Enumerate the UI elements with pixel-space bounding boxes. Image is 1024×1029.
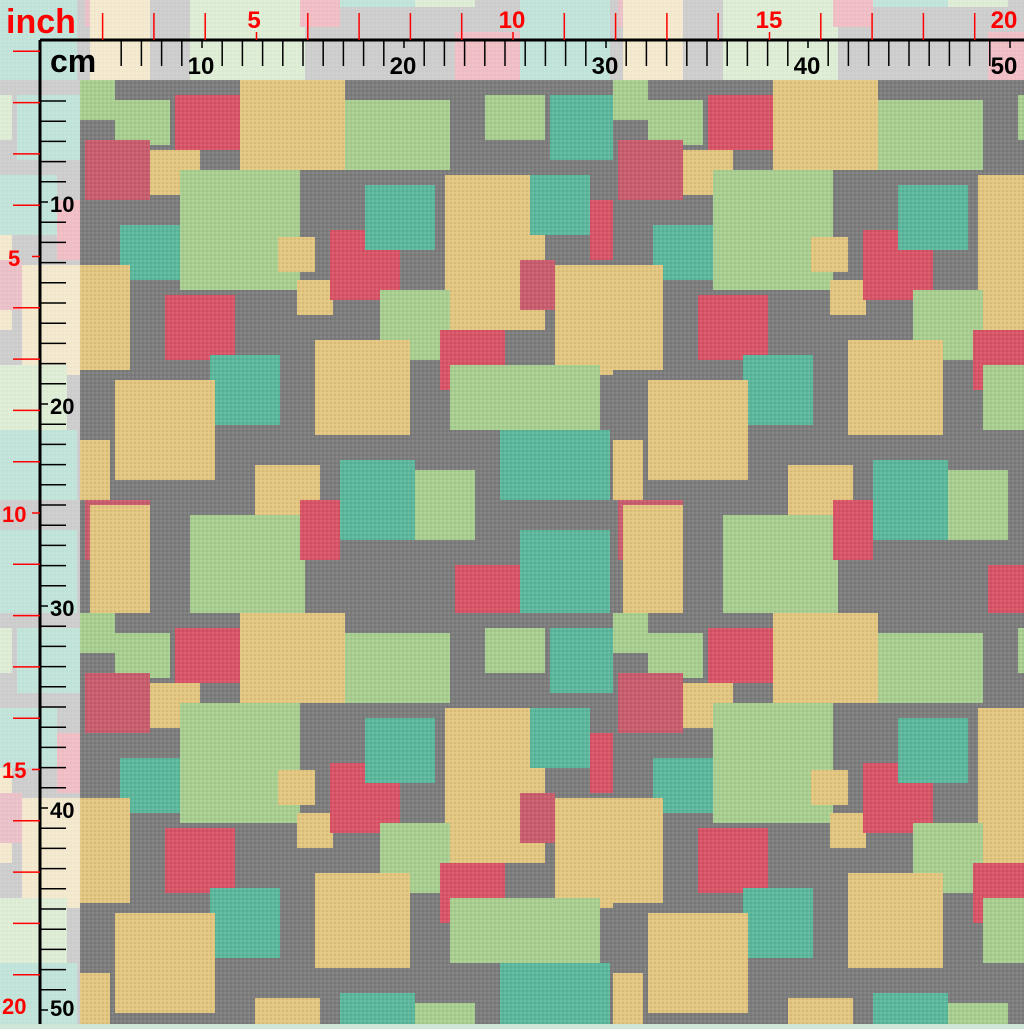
left-cm-label-50: 50 (50, 996, 74, 1021)
top-inch-label-15: 15 (756, 7, 783, 34)
left-inch-label-15: 15 (2, 758, 26, 783)
top-inch-label-10: 10 (499, 7, 526, 34)
left-inch-label-5: 5 (8, 246, 20, 271)
top-cm-label-40: 40 (794, 53, 821, 80)
top-inch-label-5: 5 (247, 7, 260, 34)
cm-unit-label: cm (50, 43, 96, 79)
top-cm-label-50: 50 (991, 53, 1018, 80)
left-inch-label-20: 20 (2, 994, 26, 1019)
ruler: inch cm 5 10 15 20 10 20 30 40 50 10 20 … (2, 3, 1024, 1027)
left-cm-label-30: 30 (50, 596, 74, 621)
top-cm-label-30: 30 (592, 53, 619, 80)
left-cm-label-40: 40 (50, 798, 74, 823)
top-inch-label-20: 20 (991, 7, 1018, 34)
left-cm-label-20: 20 (50, 394, 74, 419)
top-cm-label-10: 10 (188, 53, 215, 80)
left-cm-label-10: 10 (50, 192, 74, 217)
top-cm-label-20: 20 (390, 53, 417, 80)
left-inch-label-10: 10 (2, 502, 26, 527)
inch-unit-label: inch (6, 3, 76, 41)
